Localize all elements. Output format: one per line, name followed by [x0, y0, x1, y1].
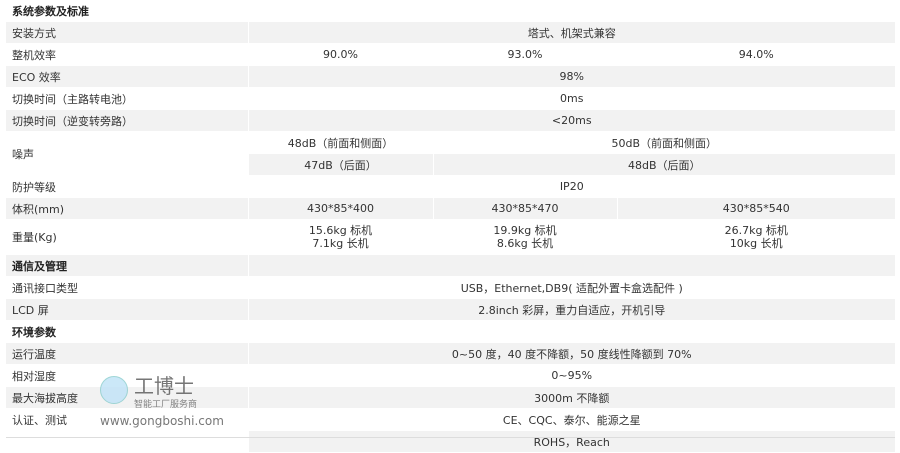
row-value: 7.1kg 长机 [312, 237, 369, 250]
row-value: 93.0% [432, 43, 617, 66]
row-value: 94.0% [616, 43, 895, 66]
row-value: <20ms [247, 109, 895, 132]
row-label: LCD 屏 [6, 298, 248, 321]
row-value: 10kg 长机 [729, 237, 783, 250]
watermark-slogan: 智能工厂服务商 [134, 400, 198, 410]
row-value: 塔式、机架式兼容 [247, 21, 895, 44]
row-value: 430*85*470 [432, 197, 617, 220]
row-label: 运行温度 [6, 342, 248, 365]
row-value: 48dB（后面） [432, 153, 895, 176]
row-label: 整机效率 [6, 43, 248, 66]
row-value: 0~95% [247, 364, 895, 387]
row-value: 430*85*540 [616, 197, 895, 220]
row-label: 防护等级 [6, 175, 248, 198]
row-value: 98% [247, 65, 895, 88]
watermark-brand: 工博士 [134, 374, 194, 398]
row-value: 26.7kg 标机 [724, 224, 788, 237]
watermark-logo: 工博士 智能工厂服务商 www.gongboshi.com [100, 374, 240, 436]
row-value: 47dB（后面） [247, 153, 433, 176]
row-label: 切换时间（逆变转旁路） [6, 109, 248, 132]
row-label: 认证、测试 [6, 408, 248, 431]
row-value: 0ms [247, 87, 895, 110]
row-label: 体积(mm) [6, 197, 248, 220]
row-label: ECO 效率 [6, 65, 248, 88]
row-value: 430*85*400 [247, 197, 433, 220]
row-label: 噪声 [6, 131, 248, 176]
row-value: ROHS，Reach [247, 430, 895, 453]
row-value: 0~50 度，40 度不降额，50 度线性降额到 70% [247, 342, 895, 365]
section-system: 系统参数及标准 [6, 0, 248, 22]
row-label: 切换时间（主路转电池） [6, 87, 248, 110]
row-value: 2.8inch 彩屏，重力自适应，开机引导 [247, 298, 895, 321]
row-value: 8.6kg 长机 [496, 237, 554, 250]
spec-table: 系统参数及标准 安装方式 塔式、机架式兼容 整机效率 90.0% 93.0% 94.0%… [6, 0, 895, 453]
row-value: USB，Ethernet,DB9( 适配外置卡盒选配件 ) [247, 276, 895, 299]
row-value: 50dB（前面和侧面） [432, 131, 895, 154]
row-value: 19.9kg 标机 [493, 224, 557, 237]
section-env: 环境参数 [6, 320, 248, 343]
row-value: 15.6kg 标机 [308, 224, 373, 237]
watermark-site: www.gongboshi.com [100, 414, 224, 428]
row-label: 重量(Kg) [6, 219, 248, 255]
row-label: 安装方式 [6, 21, 248, 44]
mascot-icon [100, 376, 128, 404]
row-label: 最大海拔高度 [6, 386, 248, 409]
row-label: 通讯接口类型 [6, 276, 248, 299]
section-comm: 通信及管理 [6, 254, 248, 277]
row-value: IP20 [247, 175, 895, 198]
row-value: CE、CQC、泰尔、能源之星 [247, 408, 895, 431]
row-value: 48dB（前面和侧面） [247, 131, 433, 154]
row-value: 90.0% [247, 43, 433, 66]
row-value: 3000m 不降额 [247, 386, 895, 409]
